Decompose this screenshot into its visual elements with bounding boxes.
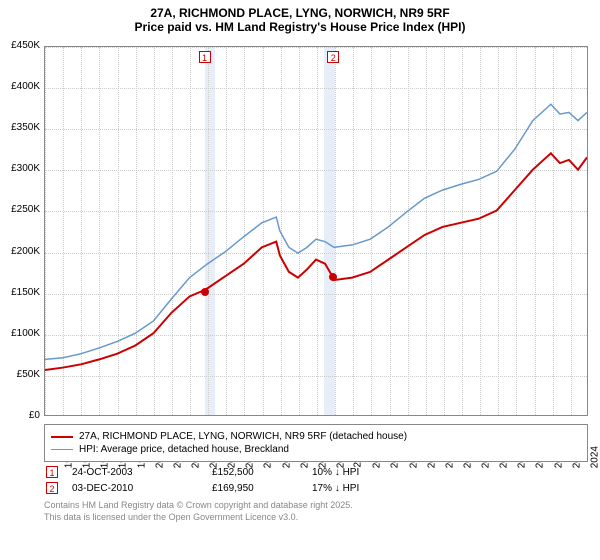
- sale-price: £152,500: [212, 467, 312, 478]
- y-axis-label: £0: [0, 410, 40, 421]
- y-axis-label: £350K: [0, 122, 40, 133]
- legend-row-price: 27A, RICHMOND PLACE, LYNG, NORWICH, NR9 …: [51, 431, 581, 442]
- sale-marker: 1: [46, 466, 58, 478]
- legend-row-hpi: HPI: Average price, detached house, Brec…: [51, 444, 581, 455]
- title-line1: 27A, RICHMOND PLACE, LYNG, NORWICH, NR9 …: [0, 6, 600, 20]
- sale-date: 24-OCT-2003: [72, 467, 212, 478]
- sale-date: 03-DEC-2010: [72, 483, 212, 494]
- attribution-line2: This data is licensed under the Open Gov…: [44, 512, 588, 524]
- sale-dot: [329, 273, 337, 281]
- y-axis-label: £300K: [0, 163, 40, 174]
- legend-box: 27A, RICHMOND PLACE, LYNG, NORWICH, NR9 …: [44, 424, 588, 462]
- chart-marker: 2: [327, 51, 339, 63]
- title-block: 27A, RICHMOND PLACE, LYNG, NORWICH, NR9 …: [0, 0, 600, 38]
- legend-swatch-price: [51, 436, 73, 438]
- chart-lines: [45, 47, 587, 415]
- y-axis-label: £50K: [0, 369, 40, 380]
- legend-swatch-hpi: [51, 449, 73, 450]
- y-axis-label: £100K: [0, 328, 40, 339]
- series-hpi: [45, 104, 587, 359]
- title-line2: Price paid vs. HM Land Registry's House …: [0, 20, 600, 34]
- y-axis-label: £150K: [0, 287, 40, 298]
- chart-container: 27A, RICHMOND PLACE, LYNG, NORWICH, NR9 …: [0, 0, 600, 560]
- attribution: Contains HM Land Registry data © Crown c…: [44, 500, 588, 523]
- legend-label-hpi: HPI: Average price, detached house, Brec…: [79, 444, 289, 455]
- sale-price: £169,950: [212, 483, 312, 494]
- x-axis-label: 2024: [589, 446, 600, 468]
- sale-dot: [201, 288, 209, 296]
- attribution-line1: Contains HM Land Registry data © Crown c…: [44, 500, 588, 512]
- sale-pct: 10% ↓ HPI: [312, 467, 402, 478]
- chart-area: 12: [44, 46, 588, 416]
- y-axis-label: £200K: [0, 246, 40, 257]
- sale-row: 2 03-DEC-2010£169,95017% ↓ HPI: [46, 482, 588, 494]
- sale-pct: 17% ↓ HPI: [312, 483, 402, 494]
- chart-marker: 1: [199, 51, 211, 63]
- sale-row: 1 24-OCT-2003£152,50010% ↓ HPI: [46, 466, 588, 478]
- y-axis-label: £450K: [0, 40, 40, 51]
- y-axis-label: £400K: [0, 81, 40, 92]
- sale-marker: 2: [46, 482, 58, 494]
- legend-block: 27A, RICHMOND PLACE, LYNG, NORWICH, NR9 …: [44, 424, 588, 523]
- legend-label-price: 27A, RICHMOND PLACE, LYNG, NORWICH, NR9 …: [79, 431, 407, 442]
- y-axis-label: £250K: [0, 204, 40, 215]
